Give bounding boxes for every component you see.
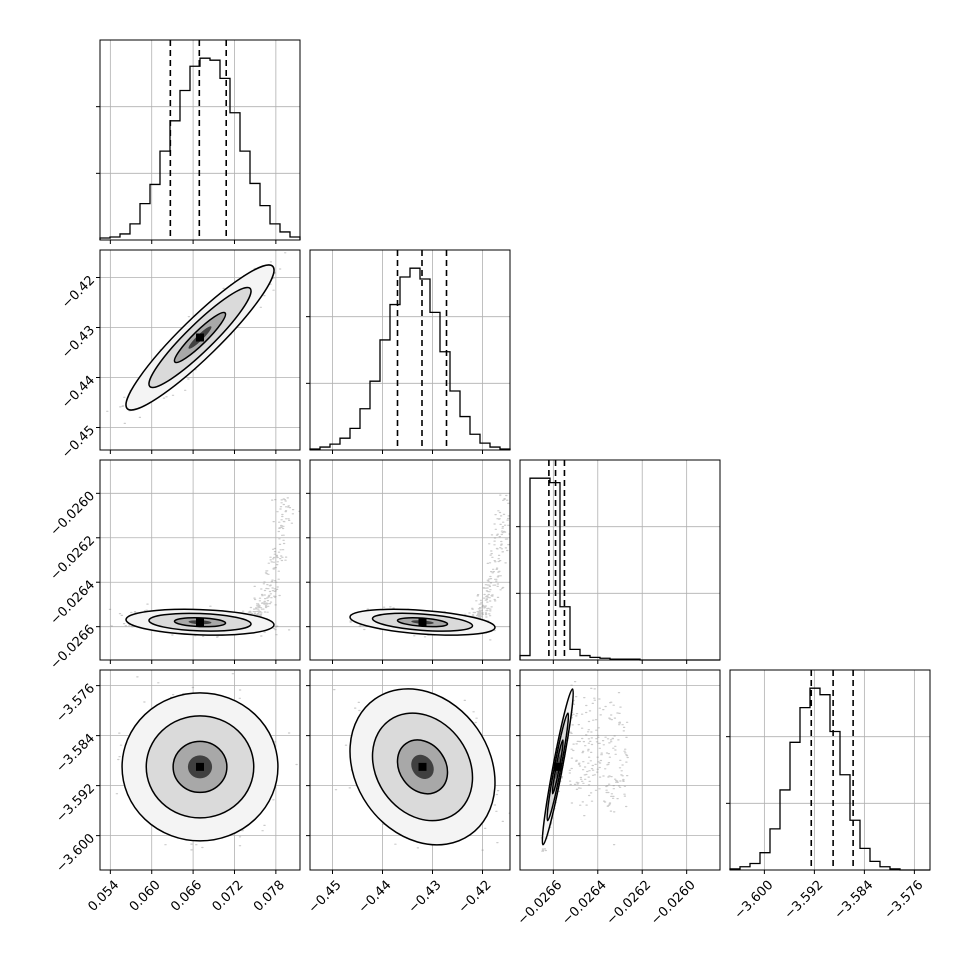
x-tick-label-p0: 0.054 bbox=[85, 878, 122, 915]
histogram-panel-p3 bbox=[726, 669, 931, 871]
density bbox=[333, 670, 510, 851]
y-tick-label-p1: −0.42 bbox=[59, 273, 98, 312]
x-tick-label-p0: 0.066 bbox=[168, 878, 205, 915]
histogram-step bbox=[309, 267, 511, 450]
panel-border bbox=[99, 669, 301, 871]
y-tick-label-p1: −0.44 bbox=[59, 373, 98, 412]
density-max-bin bbox=[553, 762, 562, 771]
x-tick-label-p1: −0.43 bbox=[406, 878, 445, 917]
density-max-bin bbox=[418, 618, 427, 627]
panel-background bbox=[310, 250, 510, 450]
x-tick-label-p2: −0.0262 bbox=[604, 878, 654, 928]
density bbox=[540, 681, 629, 852]
x-tick-label-p3: −3.576 bbox=[882, 878, 927, 923]
scatter-panel-p1-p3 bbox=[309, 669, 511, 871]
panel-border bbox=[519, 459, 721, 661]
panel-border bbox=[729, 669, 931, 871]
scatter-panel-p0-p3 bbox=[99, 669, 301, 871]
y-tick-label-p1: −0.43 bbox=[59, 323, 98, 362]
histogram-step bbox=[729, 687, 930, 871]
density-max-bin bbox=[196, 333, 204, 342]
panel-background bbox=[520, 670, 720, 870]
density-max-bin bbox=[196, 762, 204, 771]
x-tick-label-p0: 0.078 bbox=[251, 878, 288, 915]
y-tick-label-p3: −3.584 bbox=[53, 731, 98, 776]
y-tick-label-p2: −0.0260 bbox=[48, 489, 98, 539]
y-tick-label-p1: −0.45 bbox=[59, 423, 98, 462]
x-tick-label-p2: −0.0264 bbox=[559, 878, 609, 928]
panel-border bbox=[309, 669, 511, 871]
panel-border bbox=[99, 249, 301, 451]
x-tick-label-p3: −3.600 bbox=[732, 878, 777, 923]
panel-background bbox=[520, 460, 720, 660]
histogram-panel-p0 bbox=[96, 39, 301, 241]
x-tick-label-p1: −0.45 bbox=[306, 878, 345, 917]
y-tick-label-p3: −3.600 bbox=[53, 831, 98, 876]
density bbox=[349, 494, 510, 641]
x-tick-label-p3: −3.584 bbox=[832, 878, 877, 923]
histogram-panel-p1 bbox=[306, 249, 511, 451]
y-tick-label-p3: −3.576 bbox=[53, 681, 98, 726]
scatter-panel-p0-p2 bbox=[99, 459, 301, 661]
panel-border bbox=[309, 459, 511, 661]
x-tick-label-p1: −0.44 bbox=[356, 878, 395, 917]
density bbox=[115, 673, 298, 851]
x-tick-label-p0: 0.072 bbox=[210, 878, 247, 915]
density-max-bin bbox=[196, 618, 204, 627]
scatter-panel-p1-p2 bbox=[309, 459, 511, 661]
panel-border bbox=[309, 249, 511, 451]
y-tick-label-p2: −0.0262 bbox=[48, 533, 98, 583]
panel-border bbox=[99, 39, 301, 241]
scatter-panel-p2-p3 bbox=[519, 669, 721, 871]
panel-border bbox=[519, 669, 721, 871]
x-tick-label-p1: −0.42 bbox=[456, 878, 495, 917]
x-tick-label-p0: 0.060 bbox=[127, 878, 164, 915]
x-tick-label-p2: −0.0266 bbox=[515, 878, 565, 928]
y-tick-label-p2: −0.0264 bbox=[48, 578, 98, 628]
x-tick-label-p2: −0.0260 bbox=[648, 878, 698, 928]
density bbox=[100, 252, 287, 429]
panel-border bbox=[99, 459, 301, 661]
density-max-bin bbox=[418, 762, 427, 771]
histogram-panel-p2 bbox=[516, 459, 721, 661]
y-tick-label-p2: −0.0266 bbox=[48, 622, 98, 672]
x-tick-label-p3: −3.592 bbox=[782, 878, 827, 923]
y-tick-label-p3: −3.592 bbox=[53, 781, 98, 826]
density bbox=[108, 497, 300, 638]
scatter-panel-p0-p1 bbox=[99, 249, 301, 451]
